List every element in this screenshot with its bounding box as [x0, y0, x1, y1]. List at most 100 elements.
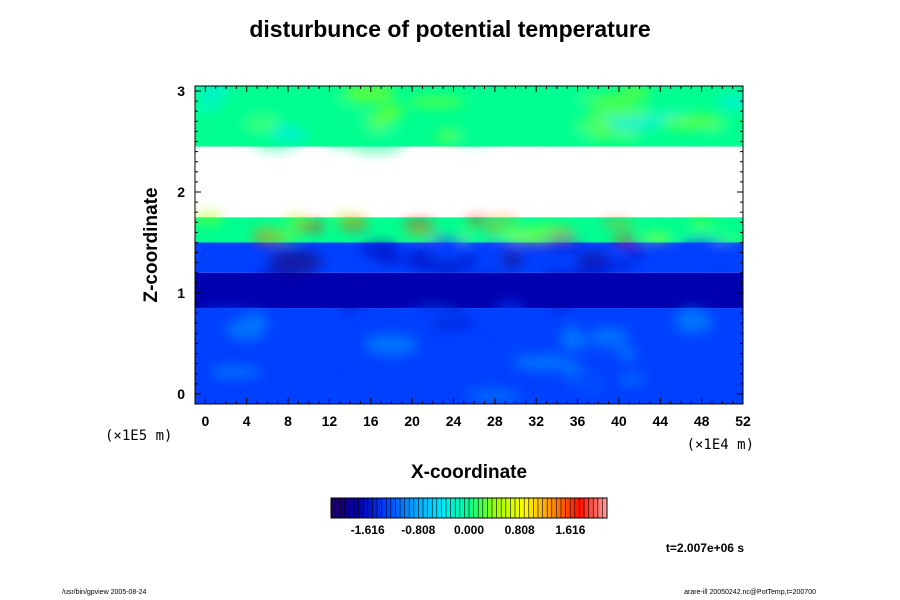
field-patch	[636, 329, 668, 345]
field-patch	[378, 104, 404, 120]
x-tick-label: 16	[363, 413, 379, 429]
field-patch	[457, 231, 473, 241]
x-tick-label: 40	[611, 413, 627, 429]
field-patch	[341, 86, 396, 104]
colorbar: -1.616 -0.808 0.000 0.808 1.616	[330, 497, 608, 537]
field-patch	[381, 393, 417, 403]
x-tick-label: 52	[735, 413, 751, 429]
field-patch	[480, 355, 498, 381]
field-patch	[710, 236, 743, 242]
y-axis-unit: (×1E5 m)	[105, 428, 172, 444]
field-patch	[716, 94, 743, 110]
field-patch	[268, 125, 303, 142]
field-patch	[527, 229, 553, 235]
field-patch	[604, 222, 637, 228]
footer-program: /usr/bin/gpview 2005-08-24	[62, 589, 147, 596]
field-patch	[225, 320, 267, 340]
y-tick-label: 2	[177, 184, 185, 200]
field-patch	[499, 250, 523, 268]
field-patch	[467, 275, 511, 291]
field-patch	[346, 372, 393, 398]
y-axis: 0 1 2 3	[177, 83, 743, 405]
field-patch	[485, 225, 501, 236]
field-patch	[660, 114, 725, 130]
field-patch	[640, 233, 673, 242]
x-tick-label: 20	[404, 413, 420, 429]
chart-title: disturbunce of potential temperature	[249, 16, 651, 42]
field-patch	[430, 317, 474, 328]
x-tick-label: 0	[201, 413, 209, 429]
field-patch	[587, 106, 653, 118]
footer-source: arare-ill 20050242.nc@PotTemp,t=200700	[684, 589, 816, 596]
field-patch	[476, 90, 538, 111]
field-patch	[269, 116, 302, 129]
x-tick-label: 8	[284, 413, 292, 429]
x-axis-title: X-coordinate	[411, 462, 527, 483]
field-patch	[674, 308, 711, 334]
field-patch	[514, 355, 572, 371]
field-patch	[499, 229, 536, 239]
y-tick-label: 1	[177, 285, 185, 301]
field-patch	[543, 272, 570, 289]
field-patch	[344, 129, 406, 154]
colorbar-tick-label: 0.808	[505, 523, 535, 537]
field-patch	[282, 215, 309, 223]
field-patch	[247, 105, 292, 116]
field-patch	[643, 358, 661, 368]
field-patch	[550, 303, 571, 312]
field-texture	[195, 86, 743, 403]
field-patch	[581, 262, 638, 271]
field-patch	[241, 88, 266, 100]
field-patch	[612, 234, 636, 246]
field-patch	[465, 216, 489, 226]
time-annotation: t=2.007e+06 s	[665, 541, 744, 555]
field-patch	[315, 344, 357, 357]
x-axis: 0 4 8 12 16 20 24 28 32 36 40 44 48 52	[201, 86, 751, 429]
field-patch	[406, 378, 440, 387]
field-patch	[688, 223, 722, 228]
field-patch	[338, 218, 369, 230]
x-tick-label: 36	[570, 413, 586, 429]
x-tick-label: 44	[652, 413, 668, 429]
field-region-4	[195, 146, 743, 218]
field-patch	[290, 94, 346, 112]
field-patch	[252, 228, 283, 236]
field-patch	[238, 125, 275, 142]
field-patch	[365, 334, 418, 354]
colorbar-tick-label: 1.616	[555, 523, 585, 537]
field-patch	[679, 237, 729, 258]
field-patch	[575, 353, 632, 372]
x-tick-label: 48	[694, 413, 710, 429]
field-patch	[467, 390, 521, 401]
x-axis-unit: (×1E4 m)	[687, 437, 754, 453]
field-patch	[619, 86, 651, 100]
colorbar-frame	[330, 497, 608, 519]
y-axis-title: Z-coordinate	[141, 187, 162, 302]
colorbar-tick-label: -0.808	[401, 523, 435, 537]
field-patch	[402, 219, 435, 230]
colorbar-tick-label: 0.000	[454, 523, 484, 537]
field-patch	[377, 255, 404, 265]
field-patch	[253, 374, 310, 397]
field-patch	[707, 281, 738, 296]
field-patch	[448, 135, 497, 145]
x-tick-label: 32	[528, 413, 544, 429]
x-tick-label: 24	[446, 413, 462, 429]
field-patch	[195, 107, 249, 127]
field-patch	[251, 270, 302, 295]
field-patch	[486, 216, 520, 224]
field-patch	[306, 110, 373, 134]
field-patch	[293, 220, 326, 232]
field-patch	[565, 270, 607, 281]
field-patch	[589, 329, 628, 346]
field-patch	[514, 343, 559, 358]
field-patch	[493, 300, 527, 324]
field-patch	[339, 287, 360, 311]
field-patch	[268, 249, 322, 276]
field-patch	[618, 375, 646, 384]
field-patch	[406, 97, 466, 107]
field-patch	[197, 86, 229, 100]
field-patch	[537, 125, 598, 140]
field-patch	[701, 320, 737, 339]
